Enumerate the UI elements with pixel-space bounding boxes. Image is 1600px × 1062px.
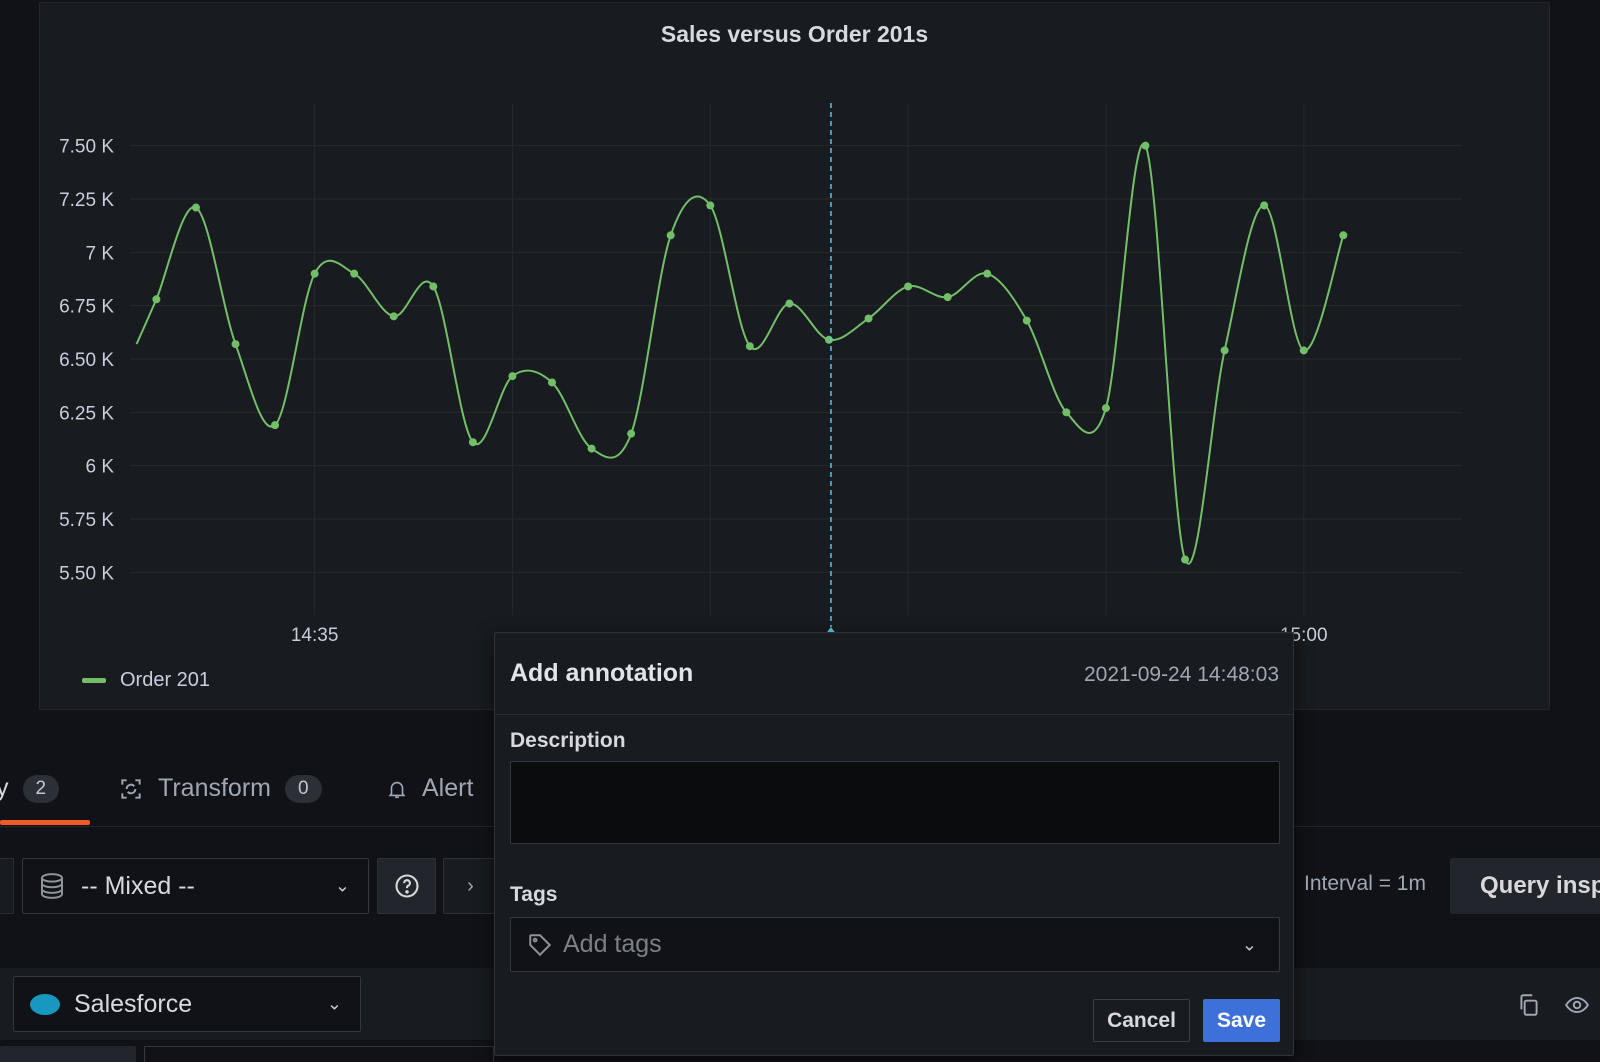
y-tick-label: 5.75 K xyxy=(59,510,114,531)
y-tick-label: 7.25 K xyxy=(59,190,114,211)
datasource-label: -- Mixed -- xyxy=(81,871,195,900)
query-datasource-picker[interactable]: Salesforce ⌄ xyxy=(13,976,361,1032)
data-point xyxy=(548,378,557,387)
data-point xyxy=(824,335,833,344)
dialog-title: Add annotation xyxy=(510,659,694,687)
bell-icon xyxy=(388,781,406,798)
dialog-header: Add annotation 2021-09-24 14:48:03 xyxy=(495,633,1293,715)
data-point xyxy=(745,342,754,351)
data-point xyxy=(706,201,715,210)
salesforce-cloud-icon xyxy=(30,993,60,1015)
line-chart[interactable]: 5.50 K 5.75 K 6 K 6.25 K 6.50 K 6.75 K 7 K 7.25… xyxy=(40,3,1551,711)
data-point xyxy=(943,293,952,302)
data-point xyxy=(1101,404,1110,413)
query-datasource-label: Salesforce xyxy=(74,989,193,1018)
graph-panel: 5.50 K 5.75 K 6 K 6.25 K 6.50 K 6.75 K 7 K 7.25… xyxy=(39,2,1550,710)
data-point xyxy=(1299,346,1308,355)
legend-item[interactable]: Order 201 xyxy=(82,669,210,692)
add-annotation-dialog: Add annotation 2021-09-24 14:48:03 Descr… xyxy=(494,632,1294,1056)
data-point xyxy=(468,438,477,447)
data-point xyxy=(785,299,794,308)
data-point xyxy=(983,269,992,278)
query-count-badge: 2 xyxy=(22,774,60,803)
panel-edge xyxy=(0,858,14,914)
tab-transform[interactable]: Transform 0 xyxy=(118,774,322,803)
data-point xyxy=(904,282,913,291)
y-tick-label: 6.50 K xyxy=(59,350,114,371)
help-button[interactable] xyxy=(377,858,436,914)
data-point xyxy=(1220,346,1229,355)
data-point xyxy=(1260,201,1269,210)
data-point xyxy=(1062,408,1071,417)
database-icon xyxy=(41,873,63,899)
tab-transform-label: Transform xyxy=(158,774,271,802)
editor-tabs: y 2 Transform 0 Alert xyxy=(0,760,1600,816)
data-point xyxy=(587,444,596,453)
y-tick-label: 7.50 K xyxy=(59,137,114,158)
y-tick-label: 5.50 K xyxy=(59,563,114,584)
tab-query[interactable]: y 2 xyxy=(0,774,60,803)
y-tick-label: 6.75 K xyxy=(59,297,114,318)
chevron-down-icon: ⌄ xyxy=(334,875,350,896)
tag-icon xyxy=(529,933,552,956)
data-point xyxy=(864,314,873,323)
legend-label: Order 201 xyxy=(120,669,211,691)
query-editor-field[interactable] xyxy=(144,1046,494,1062)
interval-info: Interval = 1m xyxy=(1304,872,1426,895)
tab-alert-label: Alert xyxy=(422,774,474,802)
series-line-order-201 xyxy=(135,142,1345,565)
x-tick-label: 14:35 xyxy=(291,625,339,646)
query-options-toggle[interactable]: › xyxy=(443,858,498,914)
data-point xyxy=(1339,231,1348,240)
data-point xyxy=(1181,555,1190,564)
chevron-down-icon: ⌄ xyxy=(326,993,342,1014)
data-point xyxy=(271,421,280,430)
transform-count-badge: 0 xyxy=(284,774,322,803)
data-point xyxy=(191,203,200,212)
datasource-picker[interactable]: -- Mixed -- ⌄ xyxy=(22,858,369,914)
data-point xyxy=(627,429,636,438)
tags-label: Tags xyxy=(510,883,558,906)
panel-title[interactable]: Sales versus Order 201s xyxy=(660,21,929,47)
data-point xyxy=(1141,141,1150,150)
transform-icon xyxy=(121,778,141,799)
data-point xyxy=(152,295,161,304)
active-tab-indicator xyxy=(0,820,90,825)
y-tick-label: 6.25 K xyxy=(59,403,114,424)
query-editor-segment xyxy=(0,1046,136,1062)
chevron-down-icon: ⌄ xyxy=(1241,934,1257,954)
data-point xyxy=(1022,316,1031,325)
cancel-button[interactable]: Cancel xyxy=(1093,999,1190,1042)
copy-icon[interactable] xyxy=(1516,992,1542,1018)
data-point xyxy=(666,231,675,240)
chevron-right-icon: › xyxy=(467,874,474,897)
y-tick-label: 6 K xyxy=(85,457,114,478)
data-point xyxy=(310,269,319,278)
description-label: Description xyxy=(510,729,626,752)
query-inspector-button[interactable]: Query inspector xyxy=(1450,858,1600,914)
data-point xyxy=(389,312,398,321)
data-point xyxy=(350,269,359,278)
question-circle-icon xyxy=(394,874,419,898)
description-textarea[interactable] xyxy=(510,761,1280,844)
y-tick-label: 7 K xyxy=(85,243,114,264)
annotation-timestamp: 2021-09-24 14:48:03 xyxy=(1084,663,1279,686)
data-point xyxy=(231,340,240,349)
data-point xyxy=(429,282,438,291)
save-button[interactable]: Save xyxy=(1203,999,1280,1042)
eye-icon[interactable] xyxy=(1564,992,1590,1018)
tags-placeholder: Add tags xyxy=(563,930,662,958)
data-point xyxy=(508,372,517,381)
legend-swatch xyxy=(82,678,106,683)
tab-alert[interactable]: Alert xyxy=(386,774,473,803)
tags-input[interactable]: Add tags ⌄ xyxy=(510,917,1280,972)
